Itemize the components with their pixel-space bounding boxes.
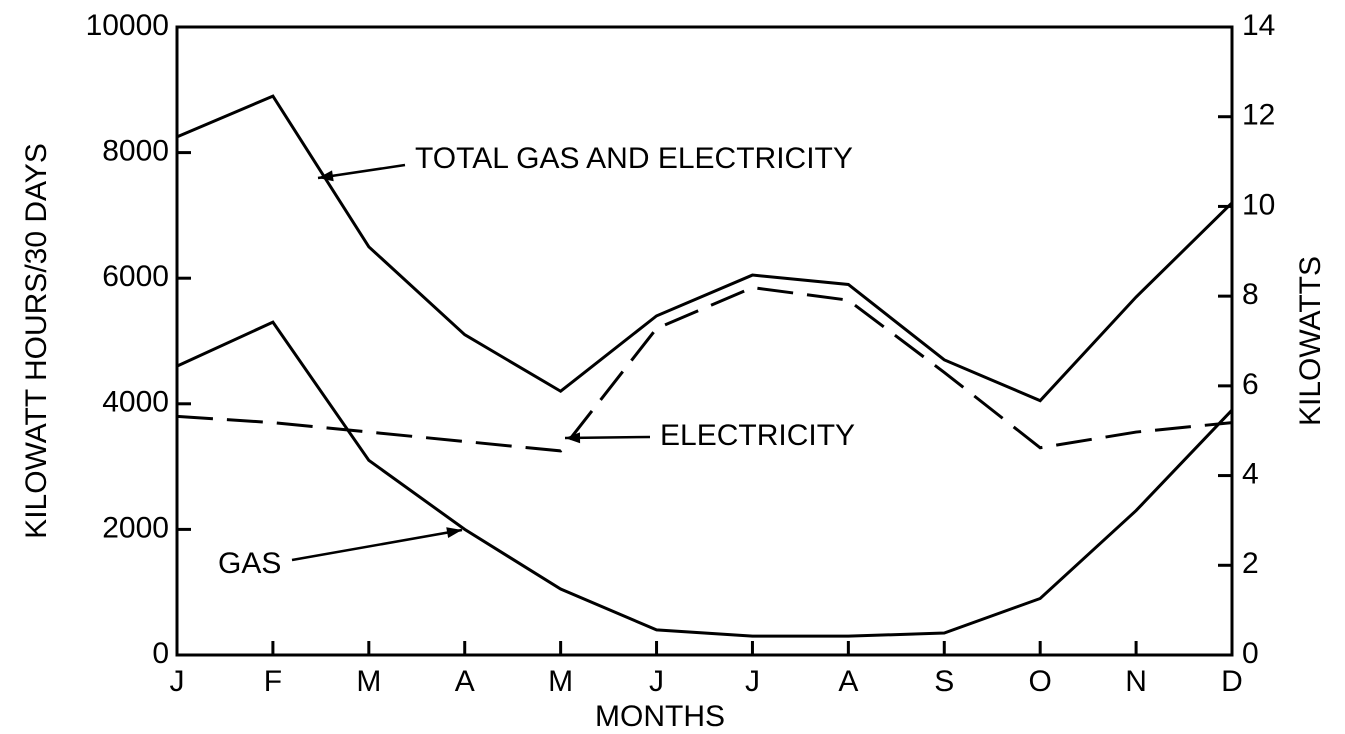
- y-tick-label: 2000: [102, 511, 169, 544]
- arrow-head: [318, 170, 334, 182]
- x-tick-label: J: [649, 665, 664, 698]
- y-axis-label: KILOWATT HOURS/30 DAYS: [20, 143, 53, 539]
- y-tick-label: 8000: [102, 135, 169, 168]
- annotation: TOTAL GAS AND ELECTRICITY: [415, 142, 853, 175]
- x-tick-label: M: [356, 665, 381, 698]
- x-axis-label: MONTHS: [595, 700, 725, 733]
- y2-tick-label: 6: [1242, 368, 1259, 401]
- x-tick-label: A: [455, 665, 475, 698]
- annotation: GAS: [218, 547, 281, 580]
- y2-tick-label: 2: [1242, 547, 1259, 580]
- y2-tick-label: 8: [1242, 278, 1259, 311]
- x-tick-label: O: [1029, 665, 1052, 698]
- y-tick-label: 10000: [86, 9, 169, 42]
- y-tick-label: 6000: [102, 260, 169, 293]
- y-tick-label: 0: [152, 637, 169, 670]
- annotation-arrow: [291, 528, 463, 562]
- y2-tick-label: 12: [1242, 99, 1275, 132]
- series-line: [176, 320, 1234, 638]
- arrow-head: [446, 527, 462, 539]
- x-tick-label: J: [745, 665, 760, 698]
- series-line: [176, 94, 1234, 403]
- plot-frame: [175, 25, 1234, 657]
- y-tick-label: 4000: [102, 386, 169, 419]
- x-tick-label: N: [1125, 665, 1147, 698]
- x-tick-label: J: [170, 665, 185, 698]
- annotation: ELECTRICITY: [660, 419, 855, 452]
- series-line: [176, 286, 1233, 453]
- x-tick-label: F: [264, 665, 282, 698]
- y2-tick-label: 0: [1242, 637, 1259, 670]
- x-tick-label: D: [1221, 665, 1243, 698]
- arrow-head: [565, 432, 581, 444]
- x-tick-label: A: [838, 665, 858, 698]
- y2-tick-label: 4: [1242, 457, 1259, 490]
- x-tick-label: S: [934, 665, 954, 698]
- y2-tick-label: 10: [1242, 188, 1275, 221]
- y2-tick-label: 14: [1242, 9, 1275, 42]
- x-tick-label: M: [548, 665, 573, 698]
- y2-axis-label: KILOWATTS: [1294, 256, 1327, 426]
